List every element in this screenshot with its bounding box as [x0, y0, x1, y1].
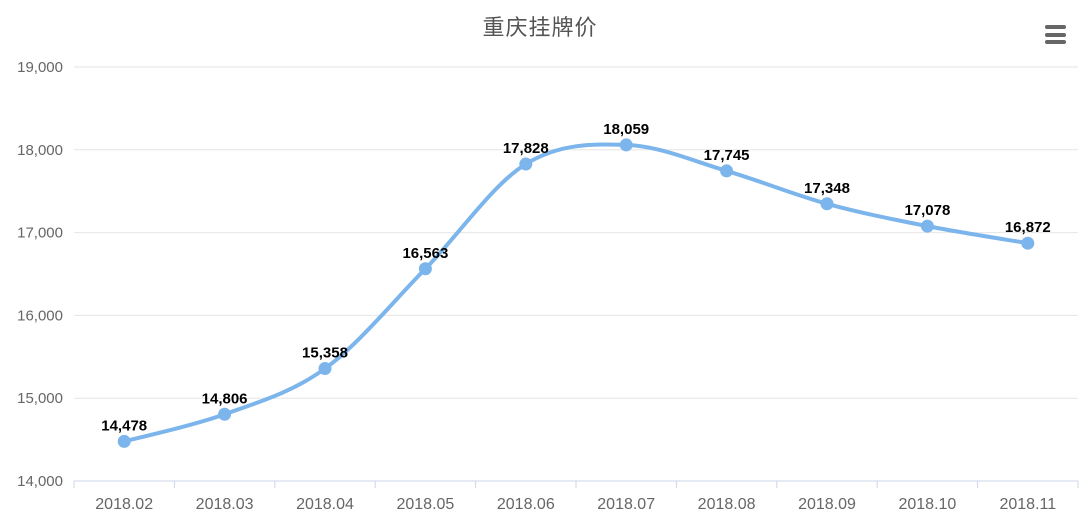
- x-axis-tick-label: 2018.09: [798, 496, 856, 513]
- data-point-label: 17,828: [503, 140, 549, 157]
- x-axis-tick-label: 2018.08: [698, 496, 756, 513]
- data-point-marker[interactable]: [720, 164, 734, 178]
- hamburger-menu-icon: [1045, 32, 1066, 37]
- x-axis-tick-label: 2018.10: [898, 496, 956, 513]
- data-point-marker[interactable]: [418, 262, 432, 276]
- x-axis-tick-label: 2018.02: [95, 496, 153, 513]
- data-point-marker[interactable]: [318, 362, 332, 376]
- hamburger-menu-icon: [1045, 25, 1066, 29]
- data-point-marker[interactable]: [920, 219, 934, 233]
- export-menu-button[interactable]: [1042, 25, 1066, 44]
- data-point-marker[interactable]: [117, 434, 131, 448]
- data-point-marker[interactable]: [218, 407, 232, 421]
- y-axis-tick-label: 17,000: [17, 225, 63, 242]
- chart-title: 重庆挂牌价: [482, 15, 598, 40]
- x-axis-tick-label: 2018.11: [999, 496, 1056, 513]
- data-point-label: 17,078: [904, 202, 950, 219]
- x-axis-tick-label: 2018.07: [597, 496, 655, 513]
- data-point-marker[interactable]: [1021, 236, 1035, 250]
- data-point-label: 14,806: [202, 390, 248, 407]
- y-axis-tick-label: 18,000: [17, 142, 63, 159]
- x-axis-tick-label: 2018.05: [396, 496, 454, 513]
- data-point-label: 14,478: [101, 417, 147, 434]
- y-axis-tick-label: 16,000: [17, 307, 63, 324]
- y-axis-tick-label: 14,000: [17, 473, 63, 490]
- data-point-label: 16,872: [1005, 219, 1051, 236]
- x-axis-tick-label: 2018.06: [497, 496, 555, 513]
- data-point-marker[interactable]: [619, 138, 633, 152]
- x-axis-tick-label: 2018.03: [196, 496, 254, 513]
- data-point-label: 15,358: [302, 345, 348, 362]
- series-line: [122, 142, 1030, 444]
- hamburger-menu-icon: [1045, 40, 1066, 44]
- data-point-label: 17,348: [804, 180, 850, 197]
- x-axis-tick-label: 2018.04: [296, 496, 354, 513]
- y-axis-tick-label: 15,000: [17, 390, 63, 407]
- data-point-marker[interactable]: [820, 197, 834, 211]
- data-point-label: 17,745: [704, 147, 750, 164]
- y-axis-tick-label: 19,000: [17, 59, 63, 76]
- data-point-label: 18,059: [603, 121, 649, 138]
- data-point-marker[interactable]: [519, 157, 533, 171]
- data-point-label: 16,563: [402, 245, 448, 262]
